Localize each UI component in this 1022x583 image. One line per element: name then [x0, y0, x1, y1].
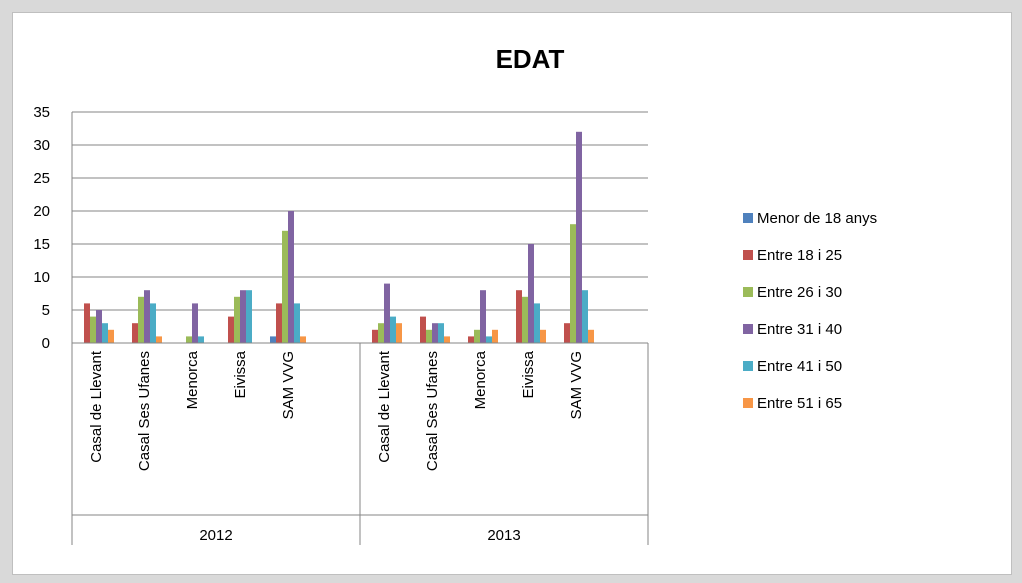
y-tick-label: 25	[33, 170, 50, 187]
bar	[132, 323, 138, 343]
x-category-label: Menorca	[472, 350, 489, 409]
x-category-label: Eivissa	[232, 350, 249, 398]
legend-label: Menor de 18 anys	[757, 210, 877, 227]
bar	[150, 303, 156, 343]
bar	[138, 296, 144, 343]
legend-label: Entre 31 i 40	[757, 321, 842, 338]
x-category-label: Casal Ses Ufanes	[136, 351, 153, 471]
legend-swatch	[743, 324, 753, 334]
legend-label: Entre 41 i 50	[757, 358, 842, 375]
bar	[420, 316, 426, 343]
y-tick-label: 15	[33, 236, 50, 253]
bar	[534, 303, 540, 343]
gridlines	[72, 111, 648, 344]
bar	[186, 336, 192, 343]
bar	[192, 303, 198, 343]
bar	[96, 310, 102, 343]
bar	[246, 290, 252, 343]
bar	[372, 329, 378, 343]
chart-frame	[12, 12, 1012, 575]
x-category-label: Menorca	[184, 350, 201, 409]
bar	[396, 323, 402, 343]
bar	[522, 296, 528, 343]
bar	[282, 230, 288, 343]
bar	[198, 336, 204, 343]
bar	[516, 290, 522, 343]
bar	[474, 329, 480, 343]
bar	[486, 336, 492, 343]
x-category-label: SAM VVG	[568, 351, 585, 419]
bar	[468, 336, 474, 343]
legend-label: Entre 26 i 30	[757, 284, 842, 301]
bar	[84, 303, 90, 343]
bar	[90, 316, 96, 343]
bar	[276, 303, 282, 343]
bar	[426, 329, 432, 343]
bar	[390, 316, 396, 343]
x-group-label: 2013	[487, 527, 520, 544]
legend-swatch	[743, 398, 753, 408]
bar	[582, 290, 588, 343]
y-tick-label: 5	[42, 302, 50, 319]
bar	[528, 244, 534, 343]
bar	[570, 224, 576, 343]
y-tick-label: 30	[33, 137, 50, 154]
legend-label: Entre 18 i 25	[757, 247, 842, 264]
y-tick-label: 0	[42, 335, 50, 352]
y-tick-label: 35	[33, 104, 50, 121]
bar	[480, 290, 486, 343]
x-category-label: Casal de Llevant	[88, 350, 105, 463]
bar	[384, 283, 390, 343]
legend-swatch	[743, 361, 753, 371]
bar	[144, 290, 150, 343]
legend-label: Entre 51 i 65	[757, 395, 842, 412]
bar	[588, 329, 594, 343]
axes: 0 5 10 15 20 25 30 35 Casal de Llevant Casal Ses …	[33, 104, 649, 545]
legend-swatch	[743, 250, 753, 260]
bar	[540, 329, 546, 343]
bar	[234, 296, 240, 343]
bar	[378, 323, 384, 343]
bars	[84, 131, 594, 343]
bar	[102, 323, 108, 343]
x-group-label: 2012	[199, 527, 232, 544]
bar	[156, 336, 162, 343]
x-category-label: SAM VVG	[280, 351, 297, 419]
bar	[492, 329, 498, 343]
bar	[444, 336, 450, 343]
bar	[270, 336, 276, 343]
bar	[432, 323, 438, 343]
bar	[564, 323, 570, 343]
chart-title: EDAT	[496, 44, 565, 74]
bar	[240, 290, 246, 343]
bar	[294, 303, 300, 343]
x-category-label: Eivissa	[520, 350, 537, 398]
legend: Menor de 18 anys Entre 18 i 25 Entre 26 i …	[743, 210, 877, 412]
y-tick-label: 10	[33, 269, 50, 286]
x-category-label: Casal Ses Ufanes	[424, 351, 441, 471]
bar	[288, 211, 294, 343]
legend-swatch	[743, 287, 753, 297]
bar	[576, 131, 582, 343]
x-category-label: Casal de Llevant	[376, 350, 393, 463]
bar	[108, 329, 114, 343]
bar	[228, 316, 234, 343]
bar	[300, 336, 306, 343]
y-tick-label: 20	[33, 203, 50, 220]
legend-swatch	[743, 213, 753, 223]
bar	[438, 323, 444, 343]
